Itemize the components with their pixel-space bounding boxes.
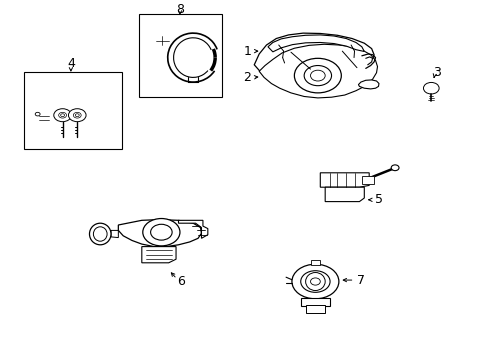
Polygon shape xyxy=(142,247,176,263)
Text: 2: 2 xyxy=(243,71,250,84)
Circle shape xyxy=(423,82,438,94)
Circle shape xyxy=(304,66,331,86)
Text: 7: 7 xyxy=(356,274,364,287)
Circle shape xyxy=(35,112,40,116)
Polygon shape xyxy=(320,173,368,187)
Bar xyxy=(300,298,329,306)
Circle shape xyxy=(61,114,64,117)
Text: 4: 4 xyxy=(67,57,75,69)
Text: 3: 3 xyxy=(432,66,440,78)
Circle shape xyxy=(310,278,320,285)
Bar xyxy=(24,72,122,149)
Circle shape xyxy=(142,219,180,246)
Polygon shape xyxy=(118,220,201,247)
Bar xyxy=(311,260,320,265)
Polygon shape xyxy=(358,80,378,89)
Ellipse shape xyxy=(305,273,325,291)
Polygon shape xyxy=(37,112,51,124)
Circle shape xyxy=(150,224,172,240)
Text: 1: 1 xyxy=(244,45,251,58)
Ellipse shape xyxy=(93,227,107,241)
Polygon shape xyxy=(267,35,364,52)
Bar xyxy=(361,176,373,184)
Circle shape xyxy=(75,114,79,117)
Polygon shape xyxy=(259,44,377,98)
Bar xyxy=(305,305,325,313)
Text: 8: 8 xyxy=(176,3,183,15)
Circle shape xyxy=(390,165,398,171)
Polygon shape xyxy=(111,230,118,238)
Circle shape xyxy=(59,112,66,118)
Text: 5: 5 xyxy=(374,193,382,206)
Circle shape xyxy=(294,58,341,93)
Bar xyxy=(139,14,222,97)
Circle shape xyxy=(291,264,338,299)
Circle shape xyxy=(310,70,325,81)
Polygon shape xyxy=(178,220,207,238)
Polygon shape xyxy=(254,33,373,90)
Ellipse shape xyxy=(89,223,111,245)
Polygon shape xyxy=(156,36,168,45)
Text: 6: 6 xyxy=(177,275,184,288)
Polygon shape xyxy=(325,187,364,202)
Circle shape xyxy=(300,271,329,292)
Circle shape xyxy=(68,109,86,122)
Circle shape xyxy=(426,85,435,92)
Circle shape xyxy=(73,112,81,118)
Circle shape xyxy=(54,109,71,122)
